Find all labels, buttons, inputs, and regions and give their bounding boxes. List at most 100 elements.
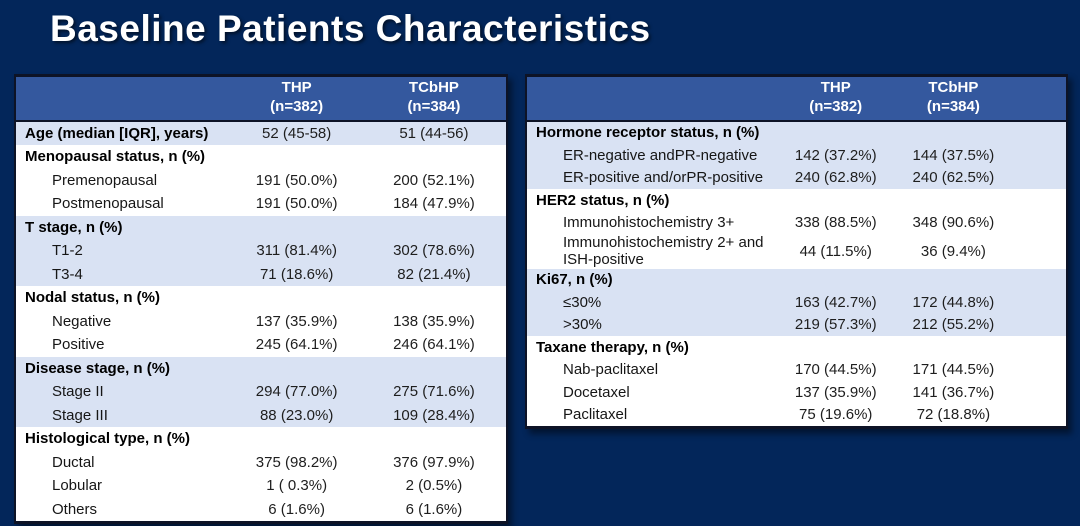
row-category-label: Age (median [IQR], years) bbox=[15, 120, 232, 145]
tcbhp-value: 144 (37.5%) bbox=[893, 144, 1013, 167]
thp-value: 52 (45-58) bbox=[231, 120, 362, 145]
row-item-label: ER-positive and/orPR-positive bbox=[526, 166, 778, 189]
data-row: Others 6 (1.6%) 6 (1.6%) bbox=[15, 497, 507, 523]
tcbhp-value: 240 (62.5%) bbox=[893, 166, 1013, 189]
row-item-label: Nab-paclitaxel bbox=[526, 358, 778, 381]
row-category-label: Nodal status, n (%) bbox=[15, 286, 232, 310]
header-tcbhp-name: TCbHP bbox=[928, 79, 979, 96]
header-tcbhp-column: TCbHP (n=384) bbox=[361, 75, 507, 122]
thp-value: 6 (1.6%) bbox=[231, 497, 362, 523]
spacer-cell bbox=[1012, 211, 1067, 234]
thp-value bbox=[231, 356, 362, 380]
tcbhp-value bbox=[893, 189, 1013, 212]
tcbhp-value: 6 (1.6%) bbox=[361, 497, 507, 523]
thp-value: 88 (23.0%) bbox=[231, 403, 362, 427]
tcbhp-value: 246 (64.1%) bbox=[361, 333, 507, 357]
category-row: HER2 status, n (%) bbox=[526, 189, 1067, 212]
tcbhp-value: 172 (44.8%) bbox=[893, 291, 1013, 314]
data-row: Ductal 375 (98.2%) 376 (97.9%) bbox=[15, 450, 507, 474]
category-row: Taxane therapy, n (%) bbox=[526, 336, 1067, 359]
spacer-cell bbox=[1012, 234, 1067, 269]
data-row: Immunohistochemistry 2+ and ISH-positive… bbox=[526, 234, 1067, 269]
tcbhp-value: 200 (52.1%) bbox=[361, 168, 507, 192]
tcbhp-value: 51 (44-56) bbox=[361, 120, 507, 145]
header-tcbhp-n: (n=384) bbox=[926, 97, 980, 115]
tcbhp-value: 275 (71.6%) bbox=[361, 380, 507, 404]
spacer-cell bbox=[1012, 144, 1067, 167]
spacer-cell bbox=[1012, 291, 1067, 314]
row-item-label: Negative bbox=[15, 309, 232, 333]
thp-value: 294 (77.0%) bbox=[231, 380, 362, 404]
spacer-cell bbox=[1012, 381, 1067, 404]
baseline-characteristics-table-left: THP (n=382) TCbHP (n=384) Age (median [I… bbox=[14, 74, 508, 524]
data-row: Lobular 1 ( 0.3%) 2 (0.5%) bbox=[15, 474, 507, 498]
tcbhp-value: 302 (78.6%) bbox=[361, 239, 507, 263]
thp-value: 240 (62.8%) bbox=[777, 166, 894, 189]
tcbhp-value bbox=[361, 145, 507, 169]
row-item-label: Positive bbox=[15, 333, 232, 357]
category-row: Menopausal status, n (%) bbox=[15, 145, 507, 169]
tcbhp-value: 141 (36.7%) bbox=[893, 381, 1013, 404]
row-category-label: Histological type, n (%) bbox=[15, 427, 232, 451]
data-row: Premenopausal 191 (50.0%) 200 (52.1%) bbox=[15, 168, 507, 192]
data-row: T3-4 71 (18.6%) 82 (21.4%) bbox=[15, 262, 507, 286]
tcbhp-value bbox=[893, 120, 1013, 144]
spacer-cell bbox=[1012, 358, 1067, 381]
row-item-label: T3-4 bbox=[15, 262, 232, 286]
data-row: ≤30% 163 (42.7%) 172 (44.8%) bbox=[526, 291, 1067, 314]
thp-value: 338 (88.5%) bbox=[777, 211, 894, 234]
data-row: Immunohistochemistry 3+ 338 (88.5%) 348 (9… bbox=[526, 211, 1067, 234]
thp-value: 191 (50.0%) bbox=[231, 192, 362, 216]
spacer-cell bbox=[1012, 120, 1067, 144]
row-item-label: Postmenopausal bbox=[15, 192, 232, 216]
table-header-row: THP (n=382) TCbHP (n=384) bbox=[526, 75, 1067, 122]
tcbhp-value: 184 (47.9%) bbox=[361, 192, 507, 216]
data-row: ER-positive and/orPR-positive 240 (62.8%)… bbox=[526, 166, 1067, 189]
data-row: Stage II 294 (77.0%) 275 (71.6%) bbox=[15, 380, 507, 404]
row-category-label: Menopausal status, n (%) bbox=[15, 145, 232, 169]
header-empty-cell bbox=[15, 75, 232, 122]
thp-value: 137 (35.9%) bbox=[777, 381, 894, 404]
row-item-label: Immunohistochemistry 2+ and ISH-positive bbox=[526, 234, 778, 269]
spacer-cell bbox=[1012, 166, 1067, 189]
tcbhp-value bbox=[893, 268, 1013, 291]
data-row: >30% 219 (57.3%) 212 (55.2%) bbox=[526, 313, 1067, 336]
tcbhp-value bbox=[361, 286, 507, 310]
spacer-cell bbox=[1012, 268, 1067, 291]
header-spacer-cell bbox=[1012, 75, 1067, 122]
thp-value: 311 (81.4%) bbox=[231, 239, 362, 263]
header-tcbhp-n: (n=384) bbox=[407, 97, 461, 115]
thp-value bbox=[231, 427, 362, 451]
row-item-label: Ductal bbox=[15, 450, 232, 474]
thp-value bbox=[777, 336, 894, 359]
thp-value: 170 (44.5%) bbox=[777, 358, 894, 381]
thp-value bbox=[777, 120, 894, 144]
data-row: Nab-paclitaxel 170 (44.5%) 171 (44.5%) bbox=[526, 358, 1067, 381]
header-tcbhp-name: TCbHP bbox=[408, 79, 459, 96]
row-item-label: >30% bbox=[526, 313, 778, 336]
spacer-cell bbox=[1012, 189, 1067, 212]
category-row: Hormone receptor status, n (%) bbox=[526, 120, 1067, 144]
row-category-label: HER2 status, n (%) bbox=[526, 189, 778, 212]
row-item-label: Lobular bbox=[15, 474, 232, 498]
tcbhp-value: 36 (9.4%) bbox=[893, 234, 1013, 269]
data-row: Docetaxel 137 (35.9%) 141 (36.7%) bbox=[526, 381, 1067, 404]
header-tcbhp-column: TCbHP (n=384) bbox=[893, 75, 1013, 122]
header-thp-name: THP bbox=[281, 79, 312, 96]
slide-title: Baseline Patients Characteristics bbox=[50, 8, 651, 49]
row-item-label: Immunohistochemistry 3+ bbox=[526, 211, 778, 234]
row-item-label: T1-2 bbox=[15, 239, 232, 263]
row-category-label: Taxane therapy, n (%) bbox=[526, 336, 778, 359]
header-thp-n: (n=382) bbox=[809, 97, 863, 115]
tcbhp-value bbox=[361, 356, 507, 380]
thp-value bbox=[777, 189, 894, 212]
row-item-label: Others bbox=[15, 497, 232, 523]
row-item-label: ≤30% bbox=[526, 291, 778, 314]
data-row: Stage III 88 (23.0%) 109 (28.4%) bbox=[15, 403, 507, 427]
data-row: Paclitaxel 75 (19.6%) 72 (18.8%) bbox=[526, 403, 1067, 428]
row-item-label: Premenopausal bbox=[15, 168, 232, 192]
header-empty-cell bbox=[526, 75, 778, 122]
data-row: Postmenopausal 191 (50.0%) 184 (47.9%) bbox=[15, 192, 507, 216]
tcbhp-value: 171 (44.5%) bbox=[893, 358, 1013, 381]
thp-value bbox=[231, 286, 362, 310]
